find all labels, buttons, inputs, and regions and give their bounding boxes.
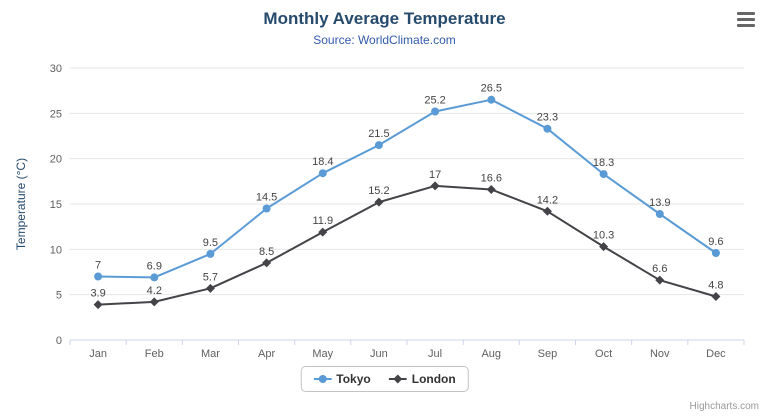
legend-item-london[interactable]: London <box>388 372 456 386</box>
data-point-tokyo[interactable] <box>655 210 664 218</box>
y-axis-tick-label: 15 <box>50 199 62 211</box>
data-point-tokyo[interactable] <box>206 249 215 258</box>
data-point-london[interactable] <box>262 258 272 268</box>
data-point-tokyo[interactable] <box>318 169 327 178</box>
data-point-tokyo[interactable] <box>262 204 271 213</box>
data-point-tokyo[interactable] <box>543 124 552 133</box>
data-label-london: 15.2 <box>368 185 389 197</box>
legend-item-tokyo[interactable]: Tokyo <box>313 372 371 386</box>
data-point-tokyo[interactable] <box>374 141 383 150</box>
menu-bar <box>737 24 755 27</box>
data-point-tokyo[interactable] <box>599 170 608 179</box>
data-point-london[interactable] <box>318 227 328 237</box>
data-point-tokyo[interactable] <box>431 107 440 116</box>
data-label-london: 11.9 <box>313 215 334 227</box>
data-label-tokyo: 7 <box>95 260 101 272</box>
data-point-london[interactable] <box>711 291 721 301</box>
data-label-tokyo: 18.4 <box>312 156 333 168</box>
london-line-marker-icon <box>388 374 407 384</box>
y-axis-tick-label: 10 <box>50 244 62 256</box>
data-label-london: 3.9 <box>90 288 105 300</box>
data-label-tokyo: 18.3 <box>593 157 614 169</box>
x-axis-tick-label: May <box>312 348 333 360</box>
hamburger-menu-icon[interactable] <box>735 11 757 28</box>
x-axis-tick-label: Dec <box>706 348 726 360</box>
data-point-tokyo[interactable] <box>94 272 103 281</box>
legend-label-london: London <box>411 372 456 386</box>
data-point-london[interactable] <box>655 275 665 285</box>
x-axis-tick-label: Feb <box>145 348 164 360</box>
series-line-tokyo <box>97 98 717 279</box>
data-point-tokyo[interactable] <box>150 273 159 282</box>
legend: Tokyo London <box>300 366 469 392</box>
x-axis-tick-label: Jan <box>89 348 107 360</box>
data-label-london: 16.6 <box>481 173 502 185</box>
chart-subtitle: Source: WorldClimate.com <box>313 33 456 47</box>
chart-title: Monthly Average Temperature <box>263 9 506 28</box>
x-axis-tick-label: Sep <box>538 348 558 360</box>
data-point-london[interactable] <box>205 283 215 293</box>
data-label-london: 4.8 <box>708 280 723 292</box>
credits-link[interactable]: Highcharts.com <box>689 401 759 412</box>
data-point-tokyo[interactable] <box>711 249 720 257</box>
y-axis-tick-label: 25 <box>50 108 62 120</box>
data-point-london[interactable] <box>486 184 496 194</box>
y-axis-tick-label: 5 <box>56 290 62 302</box>
menu-bar <box>737 18 755 21</box>
x-axis-tick-label: Oct <box>595 348 612 360</box>
x-axis-tick-label: Jul <box>428 348 442 360</box>
x-axis-tick-label: Mar <box>201 348 220 360</box>
data-label-london: 14.2 <box>537 194 558 206</box>
legend-label-tokyo: Tokyo <box>336 372 371 386</box>
data-label-london: 5.7 <box>203 271 218 283</box>
y-axis-tick-label: 30 <box>50 63 62 75</box>
data-label-tokyo: 23.3 <box>537 112 558 124</box>
data-label-london: 17 <box>429 169 441 181</box>
data-point-london[interactable] <box>542 206 552 216</box>
data-label-tokyo: 21.5 <box>368 128 389 140</box>
data-point-tokyo[interactable] <box>487 95 496 104</box>
data-point-london[interactable] <box>149 297 159 307</box>
data-label-tokyo: 13.9 <box>649 197 670 209</box>
data-label-tokyo: 14.5 <box>256 192 277 204</box>
x-axis-tick-label: Nov <box>650 348 670 360</box>
data-point-london[interactable] <box>599 242 609 252</box>
x-axis-tick-label: Aug <box>481 348 501 360</box>
data-point-london[interactable] <box>374 197 384 207</box>
y-axis-tick-label: 0 <box>56 335 62 347</box>
data-point-london[interactable] <box>430 181 440 191</box>
data-label-london: 10.3 <box>593 230 614 242</box>
data-label-tokyo: 26.5 <box>481 83 502 95</box>
data-label-london: 8.5 <box>259 246 274 258</box>
series-line-london <box>97 184 717 306</box>
x-axis-tick-label: Jun <box>370 348 388 360</box>
data-label-london: 4.2 <box>147 285 162 297</box>
data-label-tokyo: 9.5 <box>203 237 218 249</box>
data-label-london: 6.6 <box>652 263 667 275</box>
x-axis-tick-label: Apr <box>258 348 275 360</box>
tokyo-line-marker-icon <box>313 375 332 383</box>
menu-bar <box>737 12 755 15</box>
y-axis-tick-label: 20 <box>50 154 62 166</box>
data-point-london[interactable] <box>93 300 103 310</box>
data-label-tokyo: 9.6 <box>708 236 723 248</box>
data-label-tokyo: 25.2 <box>424 95 445 107</box>
data-label-tokyo: 6.9 <box>147 260 162 272</box>
